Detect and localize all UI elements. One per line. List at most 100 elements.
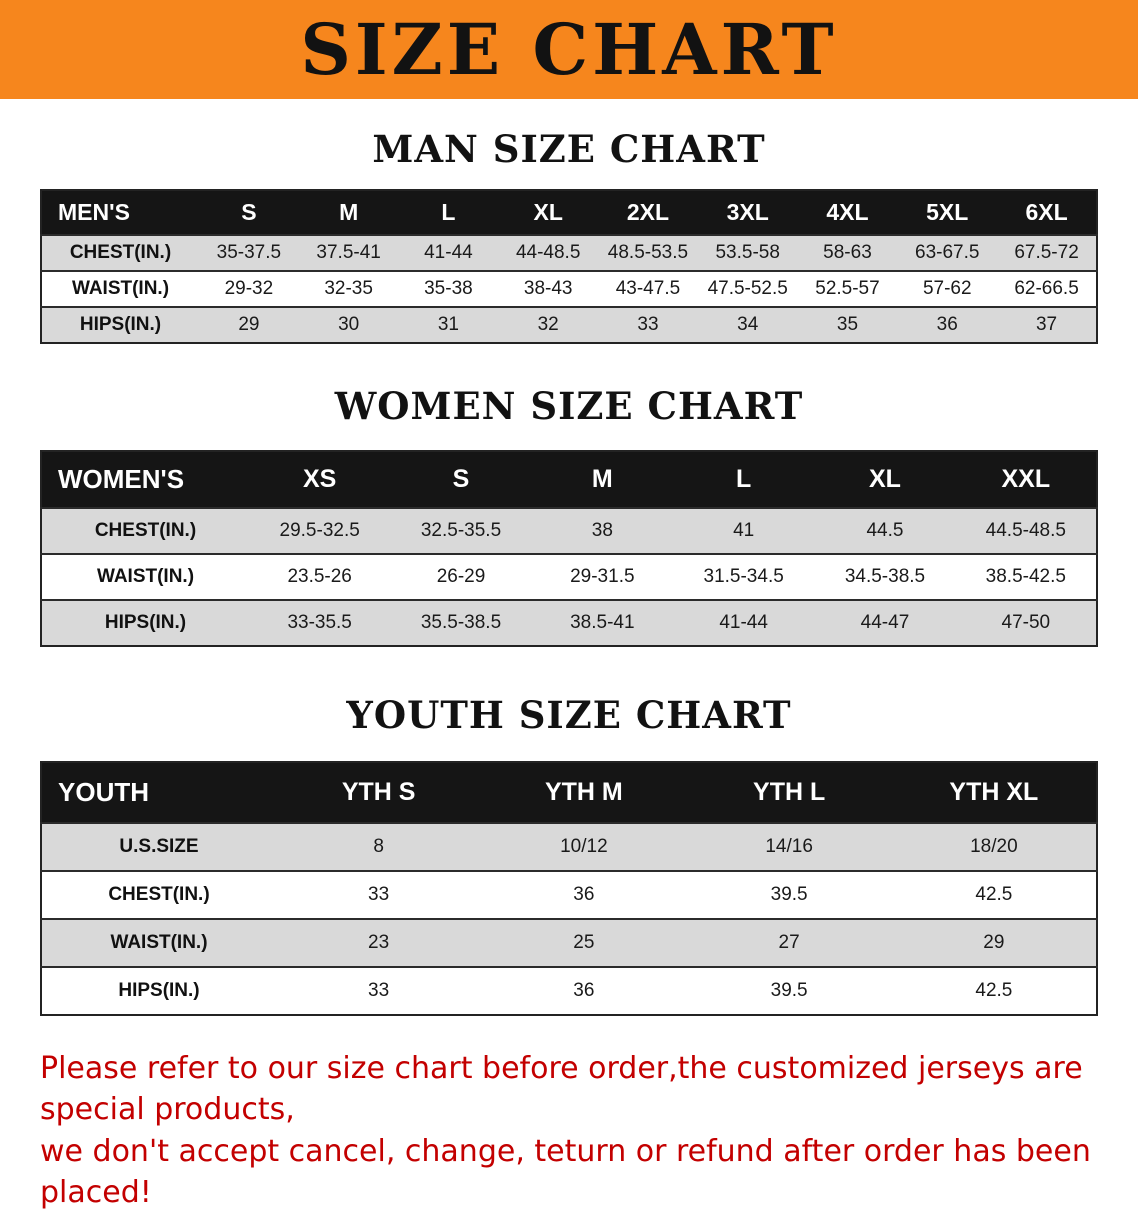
column-header: XS [249, 451, 391, 508]
women-section-heading: WOMEN SIZE CHART [334, 384, 804, 428]
table-cell: 33 [368, 884, 390, 905]
table-cell: 26-29 [436, 566, 486, 587]
table-cell: 27 [778, 932, 800, 953]
row-label: HIPS(IN.) [104, 612, 187, 633]
table-cell: 23.5-26 [287, 566, 352, 587]
table-cell: 33 [637, 314, 659, 335]
table-header-row: MEN'S S M L XL 2XL 3XL 4XL 5XL 6XL [41, 190, 1097, 235]
table-cell: 35.5-38.5 [420, 612, 502, 633]
table-cell: 31 [437, 314, 459, 335]
table-row: HIPS(IN.) 33 36 39.5 42.5 [41, 967, 1097, 1015]
table-row: CHEST(IN.) 33 36 39.5 42.5 [41, 871, 1097, 919]
table-cell: 63-67.5 [915, 242, 980, 263]
table-cell: 33-35.5 [287, 612, 352, 633]
table-cell: 43-47.5 [615, 278, 681, 299]
table-cell: 39.5 [770, 980, 808, 1001]
column-header: S [199, 190, 299, 235]
table-cell: 41-44 [719, 612, 768, 633]
table-cell: 8 [373, 836, 384, 857]
row-label: WAIST(IN.) [96, 566, 195, 587]
table-cell: 38-43 [523, 278, 573, 299]
table-row: U.S.SIZE 8 10/12 14/16 18/20 [41, 823, 1097, 871]
table-cell: 32 [537, 314, 559, 335]
table-cell: 29-31.5 [570, 566, 635, 587]
table-cell: 25 [573, 932, 595, 953]
row-label: U.S.SIZE [119, 836, 199, 857]
table-cell: 44-48.5 [515, 242, 581, 263]
table-cell: 29 [238, 314, 260, 335]
table-cell: 29 [983, 932, 1005, 953]
table-row: WAIST(IN.) 23.5-26 26-29 29-31.5 31.5-34.5 34… [41, 554, 1097, 600]
column-header: YTH S [276, 762, 482, 823]
men-size-section: MAN SIZE CHART MEN'S S M L XL 2XL 3XL 4XL 5XL 6XL… [0, 127, 1138, 344]
notice-line-1: Please refer to our size chart before or… [40, 1051, 1083, 1128]
row-label: CHEST(IN.) [69, 242, 172, 263]
table-row: CHEST(IN.) 35-37.5 37.5-41 41-44 44-48.5 48.5… [41, 235, 1097, 271]
table-cell: 42.5 [975, 884, 1013, 905]
youth-section-heading: YOUTH SIZE CHART [346, 693, 792, 737]
notice-line-2: we don't accept cancel, change, teturn o… [40, 1133, 1091, 1211]
table-corner-label: YOUTH [41, 762, 276, 823]
table-row: WAIST(IN.) 23 25 27 29 [41, 919, 1097, 967]
column-header: S [390, 451, 532, 508]
table-cell: 47.5-52.5 [707, 278, 788, 299]
column-header: YTH XL [891, 762, 1097, 823]
table-cell: 31.5-34.5 [703, 566, 784, 587]
table-cell: 37.5-41 [316, 242, 381, 263]
size-table: WOMEN'S XS S M L XL XXL CHEST(IN.) 29.5-32.5 32.5… [40, 450, 1098, 647]
table-cell: 53.5-58 [715, 242, 780, 263]
table-cell: 67.5-72 [1014, 242, 1079, 263]
table-header-row: WOMEN'S XS S M L XL XXL [41, 451, 1097, 508]
men-section-heading: MAN SIZE CHART [372, 127, 766, 171]
table-cell: 32-35 [324, 278, 373, 299]
table-cell: 57-62 [922, 278, 972, 299]
table-cell: 10/12 [560, 836, 608, 857]
table-cell: 44.5-48.5 [985, 520, 1066, 541]
row-label: CHEST(IN.) [108, 884, 210, 905]
table-cell: 35-38 [424, 278, 473, 299]
table-cell: 14/16 [765, 836, 813, 857]
row-label: HIPS(IN.) [79, 314, 162, 335]
table-cell: 36 [936, 314, 958, 335]
table-cell: 23 [368, 932, 390, 953]
footer-notice: Please refer to our size chart before or… [40, 1048, 1098, 1214]
table-cell: 29-32 [224, 278, 274, 299]
table-row: HIPS(IN.) 29 30 31 32 33 34 35 36 37 [41, 307, 1097, 343]
table-cell: 29.5-32.5 [279, 520, 360, 541]
table-cell: 36 [573, 884, 595, 905]
youth-size-table-wrap: YOUTH YTH S YTH M YTH L YTH XL U.S.SIZE 8 10/12… [0, 761, 1138, 1016]
table-cell: 58-63 [823, 242, 872, 263]
table-corner-label: WOMEN'S [41, 451, 249, 508]
table-cell: 38 [591, 520, 613, 541]
column-header: L [398, 190, 499, 235]
size-table: MEN'S S M L XL 2XL 3XL 4XL 5XL 6XL CHEST(IN.) 35-37… [40, 189, 1098, 344]
youth-size-section: YOUTH SIZE CHART YOUTH YTH S YTH M YTH L YTH… [0, 693, 1138, 1016]
table-cell: 38.5-42.5 [985, 566, 1066, 587]
table-cell: 36 [573, 980, 595, 1001]
table-cell: 30 [338, 314, 360, 335]
table-cell: 39.5 [770, 884, 808, 905]
women-size-table-wrap: WOMEN'S XS S M L XL XXL CHEST(IN.) 29.5-32.5 32.5… [0, 450, 1138, 647]
table-cell: 18/20 [970, 836, 1018, 857]
table-cell: 47-50 [1001, 612, 1051, 633]
table-cell: 42.5 [975, 980, 1013, 1001]
column-header: M [298, 190, 399, 235]
column-header: 5XL [897, 190, 998, 235]
table-header-row: YOUTH YTH S YTH M YTH L YTH XL [41, 762, 1097, 823]
table-row: CHEST(IN.) 29.5-32.5 32.5-35.5 38 41 44.5 44.5… [41, 508, 1097, 554]
column-header: 2XL [598, 190, 698, 235]
table-corner-label: MEN'S [41, 190, 199, 235]
table-cell: 41 [733, 520, 755, 541]
table-cell: 34.5-38.5 [844, 566, 926, 587]
page-title: SIZE CHART [300, 7, 838, 91]
table-cell: 34 [737, 314, 759, 335]
table-cell: 44.5 [866, 520, 904, 541]
women-size-section: WOMEN SIZE CHART WOMEN'S XS S M L XL XXL CHEST(… [0, 384, 1138, 647]
table-cell: 38.5-41 [570, 612, 635, 633]
table-cell: 37 [1035, 314, 1058, 335]
column-header: YTH L [686, 762, 892, 823]
table-cell: 52.5-57 [815, 278, 880, 299]
table-cell: 35-37.5 [216, 242, 282, 263]
row-label: WAIST(IN.) [110, 932, 208, 953]
